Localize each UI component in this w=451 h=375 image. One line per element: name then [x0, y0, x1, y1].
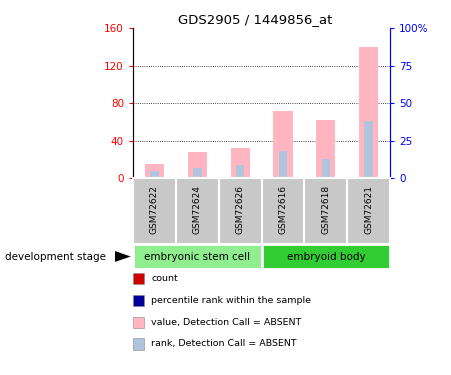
Bar: [239, 176, 242, 178]
Text: GSM72621: GSM72621: [364, 185, 373, 234]
Bar: [279, 151, 287, 178]
Bar: [150, 171, 159, 178]
Bar: [176, 178, 219, 244]
Bar: [196, 176, 199, 178]
Bar: [262, 178, 304, 244]
Bar: [367, 176, 370, 178]
Bar: [133, 244, 262, 269]
Bar: [304, 178, 347, 244]
Text: rank, Detection Call = ABSENT: rank, Detection Call = ABSENT: [151, 339, 297, 348]
Bar: [133, 178, 176, 244]
Text: GSM72616: GSM72616: [279, 185, 287, 234]
Text: embryoid body: embryoid body: [286, 252, 365, 261]
Bar: [230, 148, 250, 178]
Text: count: count: [151, 274, 178, 283]
Bar: [153, 176, 156, 178]
Bar: [273, 111, 293, 178]
Text: GSM72618: GSM72618: [322, 185, 330, 234]
Bar: [236, 165, 244, 178]
Bar: [324, 176, 327, 178]
Bar: [316, 120, 336, 178]
Polygon shape: [115, 251, 131, 262]
Bar: [188, 152, 207, 178]
Bar: [281, 176, 285, 178]
Bar: [145, 164, 164, 178]
Text: GSM72626: GSM72626: [236, 185, 244, 234]
Bar: [359, 47, 378, 178]
Text: percentile rank within the sample: percentile rank within the sample: [151, 296, 311, 305]
Bar: [193, 168, 202, 178]
Bar: [347, 178, 390, 244]
Text: development stage: development stage: [5, 252, 106, 261]
Text: GDS2905 / 1449856_at: GDS2905 / 1449856_at: [178, 13, 332, 26]
Text: embryonic stem cell: embryonic stem cell: [144, 252, 250, 261]
Bar: [364, 121, 373, 178]
Bar: [219, 178, 262, 244]
Text: GSM72624: GSM72624: [193, 185, 202, 234]
Text: GSM72622: GSM72622: [150, 185, 159, 234]
Text: value, Detection Call = ABSENT: value, Detection Call = ABSENT: [151, 318, 301, 327]
Bar: [262, 244, 390, 269]
Bar: [322, 159, 330, 178]
